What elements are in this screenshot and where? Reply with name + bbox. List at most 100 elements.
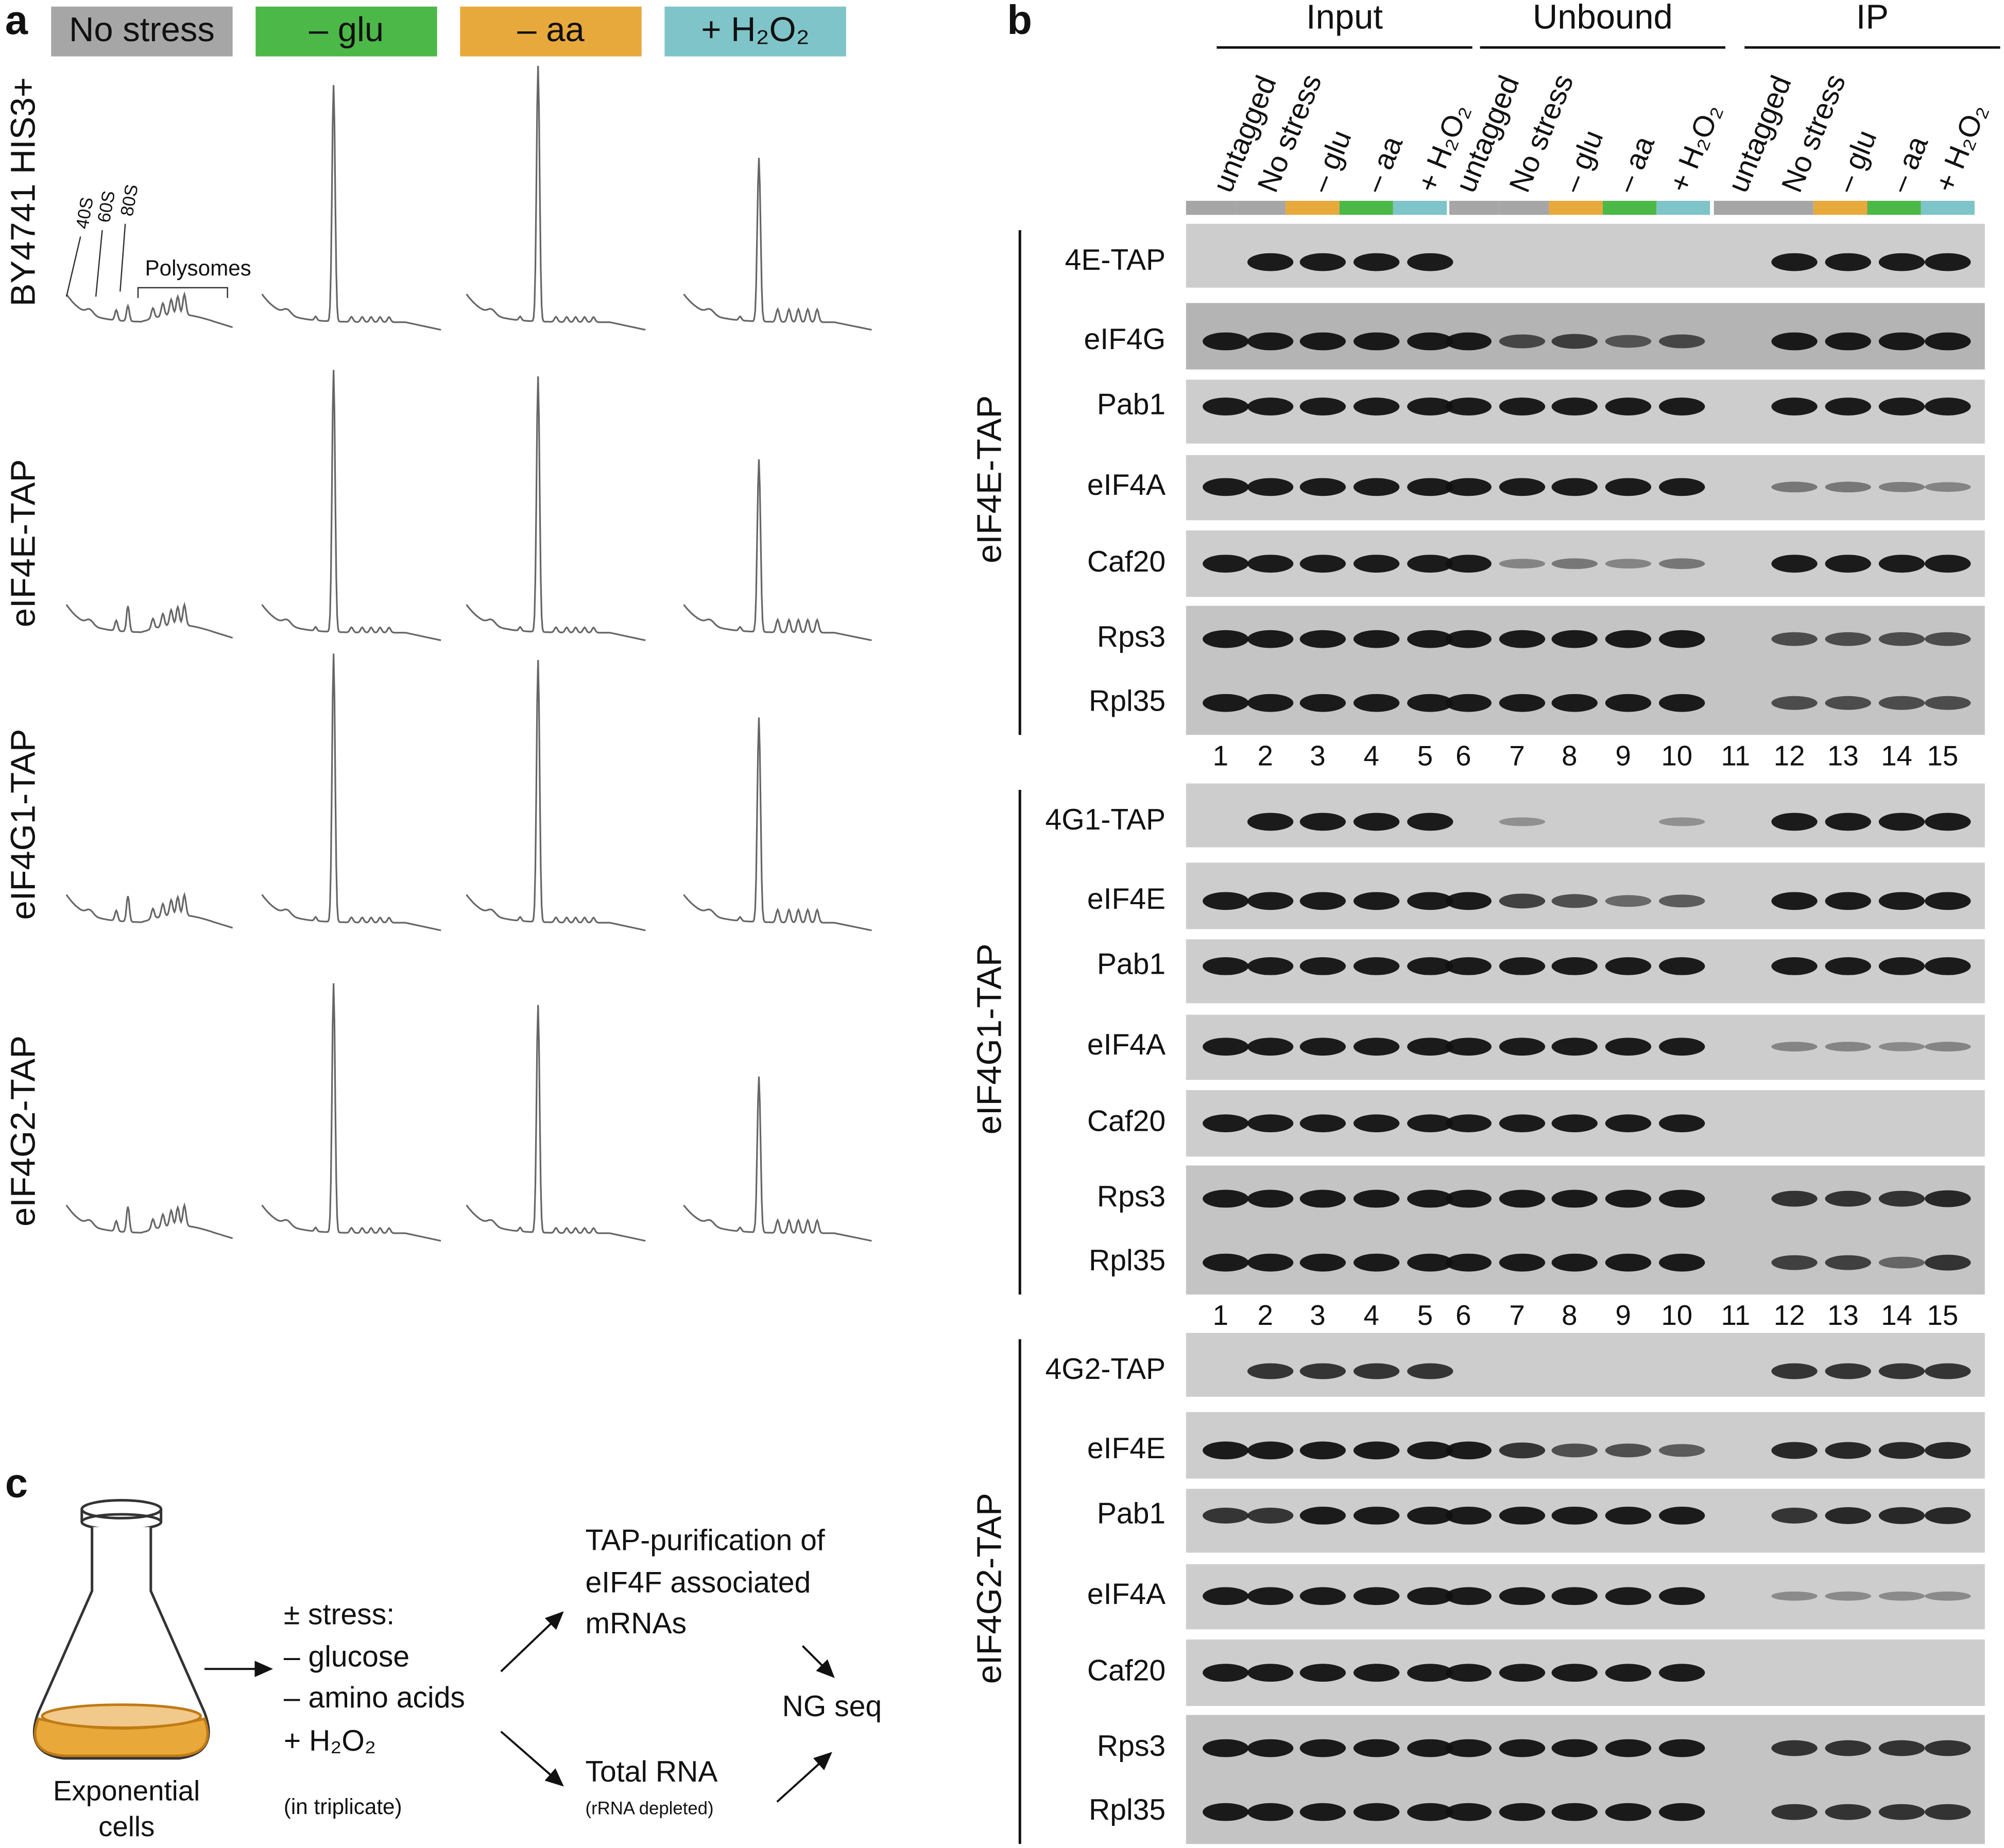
- gel-strip: [1186, 606, 1985, 735]
- band: [1825, 892, 1871, 910]
- lane-number: 8: [1562, 740, 1577, 771]
- band: [1551, 1587, 1598, 1605]
- band: [1299, 332, 1346, 351]
- band: [1299, 1507, 1346, 1525]
- band: [1825, 696, 1871, 710]
- protein-label: Rpl35: [1089, 684, 1166, 717]
- band: [1825, 1442, 1871, 1459]
- lane-number: 15: [1927, 740, 1959, 771]
- band: [1499, 1442, 1546, 1459]
- polysome-trace: [261, 85, 441, 331]
- lane-number: 11: [1721, 1300, 1751, 1331]
- band: [1203, 478, 1249, 496]
- band: [1771, 481, 1818, 493]
- band: [1445, 1114, 1492, 1132]
- band: [1605, 895, 1652, 907]
- band: [1658, 334, 1705, 349]
- band: [1605, 1189, 1652, 1208]
- band: [1825, 253, 1871, 271]
- band: [1353, 630, 1400, 648]
- band: [1551, 398, 1598, 416]
- band: [1878, 1363, 1925, 1379]
- condition-label: – aa: [517, 10, 585, 49]
- band: [1203, 694, 1249, 712]
- band: [1499, 1803, 1546, 1821]
- band: [1247, 1664, 1294, 1682]
- band: [1551, 1739, 1598, 1757]
- lane-number: 14: [1881, 740, 1912, 771]
- condition-strip: [1393, 200, 1447, 215]
- protein-label: Rps3: [1097, 1180, 1166, 1213]
- band: [1925, 398, 1971, 416]
- band: [1407, 1189, 1453, 1208]
- band: [1771, 1042, 1818, 1052]
- band: [1878, 1591, 1925, 1601]
- band: [1299, 1189, 1346, 1208]
- band: [1658, 1739, 1705, 1757]
- lane-label: – aa: [1357, 131, 1409, 197]
- band: [1551, 334, 1598, 349]
- lane-number: 6: [1455, 1300, 1471, 1331]
- band: [1407, 1587, 1453, 1605]
- condition-box: [51, 6, 233, 57]
- band: [1771, 632, 1818, 646]
- band: [1203, 957, 1249, 975]
- band: [1878, 696, 1925, 710]
- band: [1299, 478, 1346, 496]
- band: [1605, 1587, 1652, 1605]
- lane-number: 7: [1509, 1300, 1525, 1331]
- band: [1499, 398, 1546, 416]
- band: [1353, 892, 1400, 910]
- polysome-trace: [466, 376, 646, 642]
- band: [1551, 1038, 1598, 1056]
- band: [1247, 630, 1294, 648]
- band: [1551, 1664, 1598, 1682]
- band: [1247, 398, 1294, 416]
- peak-pointer: [65, 236, 81, 297]
- protein-label: eIF4A: [1087, 1578, 1166, 1611]
- band: [1445, 1664, 1492, 1682]
- band: [1203, 1803, 1249, 1821]
- condition-strip: [1549, 200, 1603, 215]
- band: [1925, 1740, 1971, 1756]
- band: [1407, 1038, 1453, 1056]
- band: [1445, 332, 1492, 351]
- lane-number: 4: [1363, 740, 1379, 771]
- bait-label: eIF4E-TAP: [970, 395, 1008, 563]
- band: [1499, 1507, 1546, 1525]
- band: [1605, 1739, 1652, 1757]
- stress-label: – glucose: [284, 1640, 409, 1673]
- stress-label: – amino acids: [284, 1681, 465, 1714]
- protein-label: 4G2-TAP: [1046, 1353, 1166, 1386]
- band: [1407, 478, 1453, 496]
- band: [1353, 1739, 1400, 1757]
- band: [1658, 558, 1705, 569]
- band: [1247, 1508, 1294, 1524]
- band: [1658, 630, 1705, 648]
- band: [1247, 478, 1294, 496]
- protein-label: Rpl35: [1089, 1793, 1166, 1826]
- band: [1299, 1441, 1346, 1460]
- band: [1658, 694, 1705, 712]
- condition-strip: [1921, 200, 1975, 215]
- strain-label: eIF4E-TAP: [4, 459, 42, 627]
- band: [1658, 1038, 1705, 1056]
- protein-label: Rps3: [1097, 1730, 1166, 1763]
- band: [1353, 1441, 1400, 1460]
- group-label: IP: [1856, 0, 1889, 36]
- band: [1605, 1114, 1652, 1132]
- lane-number: 9: [1615, 740, 1631, 771]
- panel-label: c: [5, 1460, 28, 1506]
- band: [1445, 555, 1492, 573]
- lane-number: 10: [1661, 740, 1692, 771]
- protein-label: Caf20: [1087, 1654, 1166, 1687]
- panel-label: a: [5, 0, 28, 43]
- flask: [32, 1499, 210, 1760]
- band: [1771, 813, 1818, 831]
- band: [1407, 630, 1453, 648]
- band: [1499, 817, 1546, 826]
- band: [1925, 632, 1971, 646]
- band: [1825, 813, 1871, 831]
- band: [1925, 482, 1971, 492]
